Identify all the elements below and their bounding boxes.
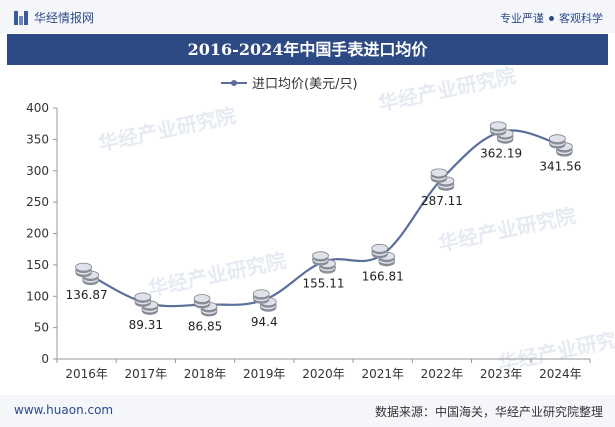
- x-tick-label: 2023年: [480, 367, 523, 381]
- x-tick-label: 2020年: [302, 367, 345, 381]
- legend-marker: [231, 80, 237, 86]
- data-label: 155.11: [303, 277, 345, 291]
- y-tick-label: 0: [41, 352, 49, 366]
- line-chart: 华经产业研究院华经产业研究院华经产业研究院华经产业研究院华经产业研究院进口均价(…: [26, 66, 615, 381]
- data-label: 166.81: [362, 269, 404, 283]
- x-tick-label: 2018年: [184, 367, 227, 381]
- data-point-marker: [252, 289, 277, 312]
- brand-name: 华经情报网: [34, 11, 95, 25]
- y-tick-label: 350: [26, 132, 49, 146]
- x-tick-label: 2024年: [539, 367, 582, 381]
- data-label: 341.56: [539, 160, 581, 174]
- footer-url[interactable]: www.huaon.com: [14, 403, 114, 417]
- legend-label: 进口均价(美元/只): [252, 77, 358, 92]
- footer-bar: www.huaon.com 数据来源：中国海关，华经产业研究院整理: [0, 395, 615, 427]
- x-tick-label: 2017年: [125, 367, 168, 381]
- data-label: 89.31: [129, 318, 163, 332]
- x-tick-label: 2022年: [421, 367, 464, 381]
- y-tick-label: 50: [34, 321, 49, 335]
- x-tick-label: 2016年: [65, 367, 108, 381]
- data-label: 86.85: [188, 320, 222, 334]
- brand-logo-icon: [14, 10, 28, 25]
- top-bar: 华经情报网 专业严谨 客观科学: [0, 0, 615, 33]
- data-point-marker: [548, 134, 573, 157]
- tagline-left: 专业严谨: [500, 12, 544, 25]
- data-point-marker: [371, 243, 396, 267]
- chart-title: 2016-2024年中国手表进口均价: [187, 40, 428, 59]
- data-label: 287.11: [421, 194, 463, 208]
- watermark-text-1: 华经产业研究院: [376, 66, 518, 116]
- bullet-icon: [549, 16, 554, 21]
- data-point-marker: [75, 262, 100, 286]
- y-tick-label: 250: [26, 195, 49, 209]
- data-point-marker: [312, 251, 336, 274]
- data-label: 94.4: [251, 315, 278, 329]
- data-point-marker: [193, 294, 218, 317]
- data-point-marker: [134, 292, 159, 315]
- chart-title-bar: 2016-2024年中国手表进口均价: [7, 34, 608, 65]
- data-point-marker: [489, 121, 514, 144]
- tagline: 专业严谨 客观科学: [500, 10, 603, 26]
- data-label: 362.19: [480, 147, 522, 161]
- watermark-text-3: 华经产业研究院: [436, 203, 578, 256]
- y-tick-label: 150: [26, 258, 49, 272]
- y-tick-label: 300: [26, 164, 49, 178]
- data-label: 136.87: [66, 288, 108, 302]
- y-tick-label: 100: [26, 289, 49, 303]
- x-tick-label: 2021年: [361, 367, 404, 381]
- brand[interactable]: 华经情报网: [14, 9, 94, 26]
- tagline-right: 客观科学: [559, 12, 603, 25]
- watermark-text-0: 华经产业研究院: [96, 103, 238, 156]
- footer-source: 数据来源：中国海关，华经产业研究院整理: [374, 405, 603, 419]
- y-tick-label: 200: [26, 227, 49, 241]
- y-tick-label: 400: [26, 101, 49, 115]
- data-point-marker: [430, 168, 455, 191]
- x-tick-label: 2019年: [243, 367, 286, 381]
